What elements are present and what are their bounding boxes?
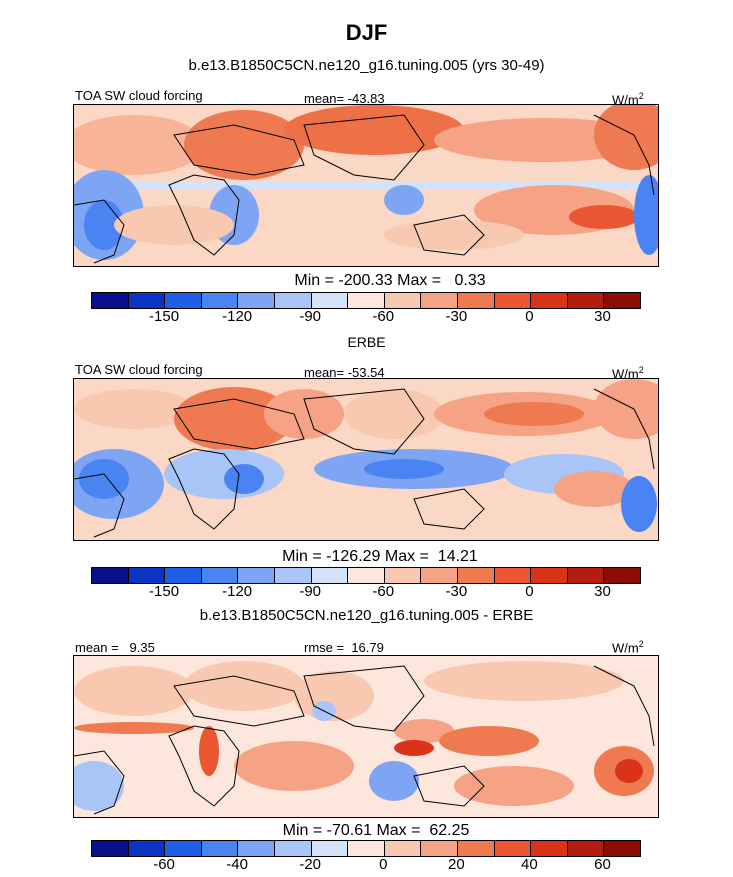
colorbar-swatch (384, 293, 422, 308)
colorbar-swatch (494, 293, 532, 308)
colorbar-swatch (92, 568, 129, 583)
colorbar-swatch (348, 841, 385, 856)
panel-2-colorbar (91, 567, 641, 584)
colorbar-swatch (531, 841, 568, 856)
colorbar-swatch (457, 841, 495, 856)
colorbar-swatch (201, 568, 239, 583)
colorbar-tick-label: 0 (525, 583, 534, 600)
colorbar-tick-label: -90 (299, 308, 322, 325)
colorbar-swatch (238, 568, 275, 583)
colorbar-tick-label: 0 (525, 308, 534, 325)
colorbar-swatch (311, 841, 349, 856)
colorbar-swatch (92, 293, 129, 308)
colorbar-swatch (92, 841, 129, 856)
colorbar-swatch (457, 568, 495, 583)
panel-3-minmax: Min = -70.61 Max = 62.25 (282, 822, 470, 839)
panel-1-colorbar-ticks: -150 -120 -90 -60 -30 0 30 (91, 308, 639, 328)
colorbar-swatch (165, 293, 202, 308)
colorbar-swatch (128, 841, 166, 856)
panel-2-map-field (74, 379, 658, 540)
colorbar-swatch (421, 568, 458, 583)
colorbar-tick-label: -20 (299, 856, 322, 873)
panel-1-mean-label: mean= -43.83 (304, 91, 385, 106)
panel-1-colorbar (91, 292, 641, 309)
colorbar-tick-label: -150 (149, 583, 180, 600)
colorbar-tick-label: 40 (521, 856, 538, 873)
colorbar-tick-label: 20 (447, 856, 465, 873)
panel-2-map (73, 378, 659, 541)
colorbar-tick-label: -60 (372, 308, 395, 325)
panel-1-subtitle: b.e13.B1850C5CN.ne120_g16.tuning.005 (yr… (188, 57, 545, 74)
panel-1-variable-label: TOA SW cloud forcing (75, 88, 203, 103)
colorbar-tick-label: 30 (594, 308, 611, 325)
colorbar-swatch (384, 568, 422, 583)
colorbar-swatch (567, 841, 605, 856)
colorbar-swatch (348, 568, 385, 583)
colorbar-swatch (531, 293, 568, 308)
colorbar-swatch (457, 293, 495, 308)
colorbar-swatch (201, 293, 239, 308)
panel-2-variable-label: TOA SW cloud forcing (75, 362, 203, 377)
panel-3-map (73, 655, 659, 818)
panel-2-subtitle: ERBE (347, 334, 386, 350)
colorbar-tick-label: -30 (445, 583, 468, 600)
colorbar-tick-label: 30 (594, 583, 611, 600)
panel-1-map-field (74, 105, 658, 266)
colorbar-swatch (238, 841, 275, 856)
colorbar-swatch (128, 568, 166, 583)
colorbar-tick-label: -120 (222, 308, 253, 325)
colorbar-swatch (567, 293, 605, 308)
colorbar-swatch (604, 568, 640, 583)
colorbar-tick-label: -90 (299, 583, 322, 600)
panel-2-minmax: Min = -126.29 Max = 14.21 (282, 548, 478, 565)
panel-1-units: W/m2 (612, 91, 644, 108)
panel-3-subtitle: b.e13.B1850C5CN.ne120_g16.tuning.005 - E… (199, 607, 534, 624)
colorbar-swatch (531, 568, 568, 583)
colorbar-swatch (128, 293, 166, 308)
colorbar-swatch (567, 568, 605, 583)
panel-2-units: W/m2 (612, 365, 644, 382)
panel-3-rmse-label: rmse = 16.79 (304, 640, 384, 655)
colorbar-swatch (604, 293, 640, 308)
colorbar-swatch (165, 841, 202, 856)
panel-3-mean-label: mean = 9.35 (75, 640, 155, 655)
colorbar-tick-label: -60 (372, 583, 395, 600)
colorbar-swatch (494, 841, 532, 856)
panel-1-minmax: Min = -200.33 Max = 0.33 (294, 272, 486, 289)
colorbar-swatch (421, 841, 458, 856)
colorbar-swatch (384, 841, 422, 856)
panel-3-map-field (74, 656, 658, 817)
colorbar-swatch (274, 568, 312, 583)
colorbar-swatch (274, 841, 312, 856)
panel-3-colorbar (91, 840, 641, 857)
colorbar-tick-label: 60 (594, 856, 611, 873)
colorbar-swatch (311, 293, 349, 308)
colorbar-swatch (494, 568, 532, 583)
panel-2-mean-label: mean= -53.54 (304, 365, 385, 380)
colorbar-swatch (348, 293, 385, 308)
panel-3-units: W/m2 (612, 639, 644, 656)
colorbar-swatch (238, 293, 275, 308)
colorbar-tick-label: -120 (222, 583, 253, 600)
panel-1-map (73, 104, 659, 267)
colorbar-swatch (165, 568, 202, 583)
colorbar-tick-label: -60 (153, 856, 175, 873)
colorbar-swatch (311, 568, 349, 583)
figure-title: DJF (345, 20, 388, 45)
colorbar-swatch (421, 293, 458, 308)
colorbar-tick-label: 0 (379, 856, 388, 873)
colorbar-tick-label: -150 (149, 308, 180, 325)
colorbar-swatch (604, 841, 640, 856)
colorbar-swatch (274, 293, 312, 308)
panel-2-colorbar-ticks: -150 -120 -90 -60 -30 0 30 (91, 583, 639, 603)
colorbar-tick-label: -40 (226, 856, 248, 873)
colorbar-tick-label: -30 (445, 308, 468, 325)
colorbar-swatch (201, 841, 239, 856)
panel-3-colorbar-ticks: -60 -40 -20 0 20 40 60 (91, 856, 639, 876)
